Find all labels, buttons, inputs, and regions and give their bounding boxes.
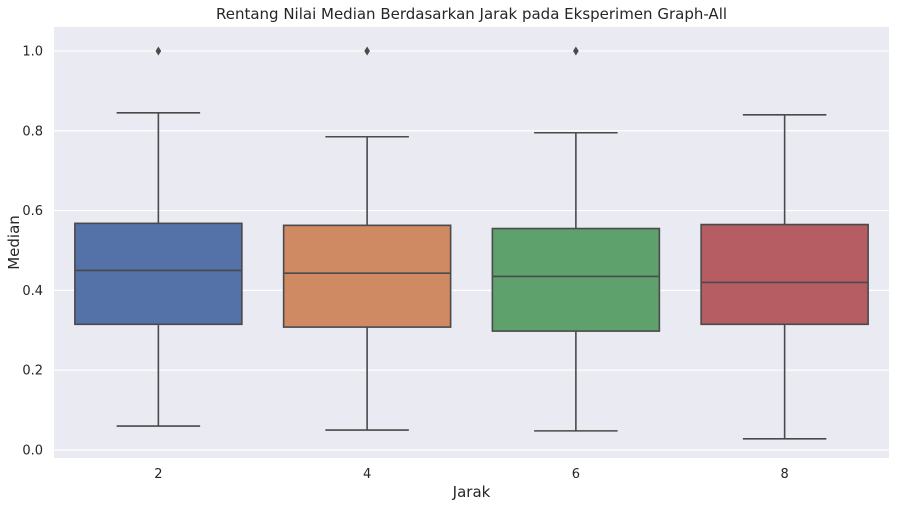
y-tick-label: 0.6 (22, 204, 43, 219)
box-iqr (74, 222, 243, 326)
x-axis-label: Jarak (452, 483, 491, 501)
y-tick-label: 0.8 (22, 124, 43, 139)
box-2 (74, 46, 243, 427)
y-tick-labels: 0.0 0.2 0.4 0.6 0.8 1.0 (22, 44, 43, 458)
x-tick-label: 6 (572, 467, 580, 482)
outlier-point (155, 46, 162, 56)
chart-title: Rentang Nilai Median Berdasarkan Jarak p… (216, 5, 727, 23)
x-tick-labels: 2 4 6 8 (154, 467, 789, 482)
box-iqr (491, 227, 661, 332)
outlier-point (573, 46, 579, 56)
y-tick-label: 0.0 (22, 444, 43, 459)
box-4 (282, 46, 452, 431)
box-8 (700, 113, 869, 440)
y-axis-label: Median (5, 215, 23, 270)
box-iqr (700, 223, 869, 326)
box-6 (491, 46, 661, 432)
x-tick-label: 2 (154, 467, 162, 482)
y-tick-label: 1.0 (22, 44, 43, 59)
box-iqr (282, 224, 452, 328)
y-tick-label: 0.2 (22, 364, 43, 379)
outlier-point (364, 46, 370, 56)
y-tick-label: 0.4 (22, 284, 43, 299)
x-tick-label: 4 (363, 467, 371, 482)
box-series (74, 46, 869, 440)
x-tick-label: 8 (780, 467, 788, 482)
